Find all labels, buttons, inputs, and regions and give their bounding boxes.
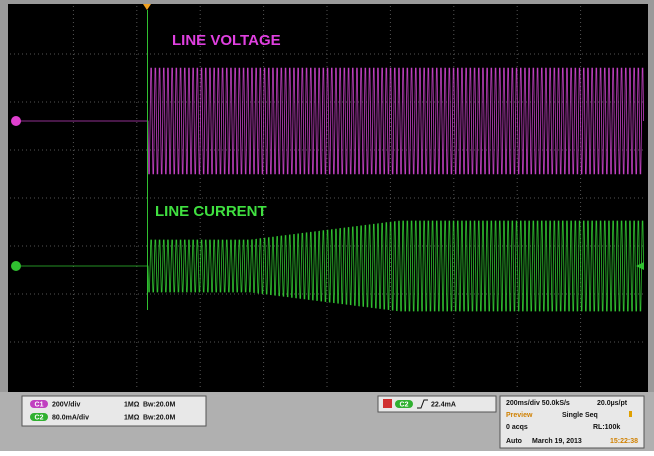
voltage-trace [16,67,644,175]
trigger-slope [417,399,428,409]
resolution: 20.0µs/pt [597,400,628,407]
screen [8,4,648,392]
ch1-bandwidth: Bw:20.0M [143,401,175,408]
ch2-badge [30,413,48,421]
sequence: Single Seq [562,412,598,419]
ch1-badge-text: C1 [35,401,44,408]
ch2-marker [11,261,21,271]
trigger-badge [395,400,413,408]
ch2-impedance: 1MΩ [124,414,140,421]
trigger-mode: Auto [506,438,522,445]
ch2-badge-text: C2 [35,414,44,421]
trigger-level: 22.4mA [431,401,456,408]
current-trace [16,220,644,312]
acquisition-panel [499,395,645,449]
acqs: 0 acqs [506,424,528,431]
trigger-level-marker [636,262,644,270]
channel-panel [21,395,207,427]
trigger-icon [383,399,392,408]
ch1-badge [30,400,48,408]
ch2-bandwidth: Bw:20.0M [143,414,175,421]
run-indicator [629,411,632,417]
timebase: 200ms/div 50.0kS/s [506,400,570,407]
ch1-marker [11,116,21,126]
trigger-position-marker [143,4,151,10]
mode: Preview [506,412,533,419]
time: 15:22:38 [610,438,638,445]
ch1-impedance: 1MΩ [124,401,140,408]
voltage-label: LINE VOLTAGE [172,32,281,49]
waveforms [16,67,644,312]
ch2-scale: 80.0mA/div [52,414,89,421]
ch1-scale: 200V/div [52,401,81,408]
current-label: LINE CURRENT [155,203,267,220]
record-length: RL:100k [593,424,620,431]
trigger-badge-text: C2 [400,401,409,408]
date: March 19, 2013 [532,438,582,445]
